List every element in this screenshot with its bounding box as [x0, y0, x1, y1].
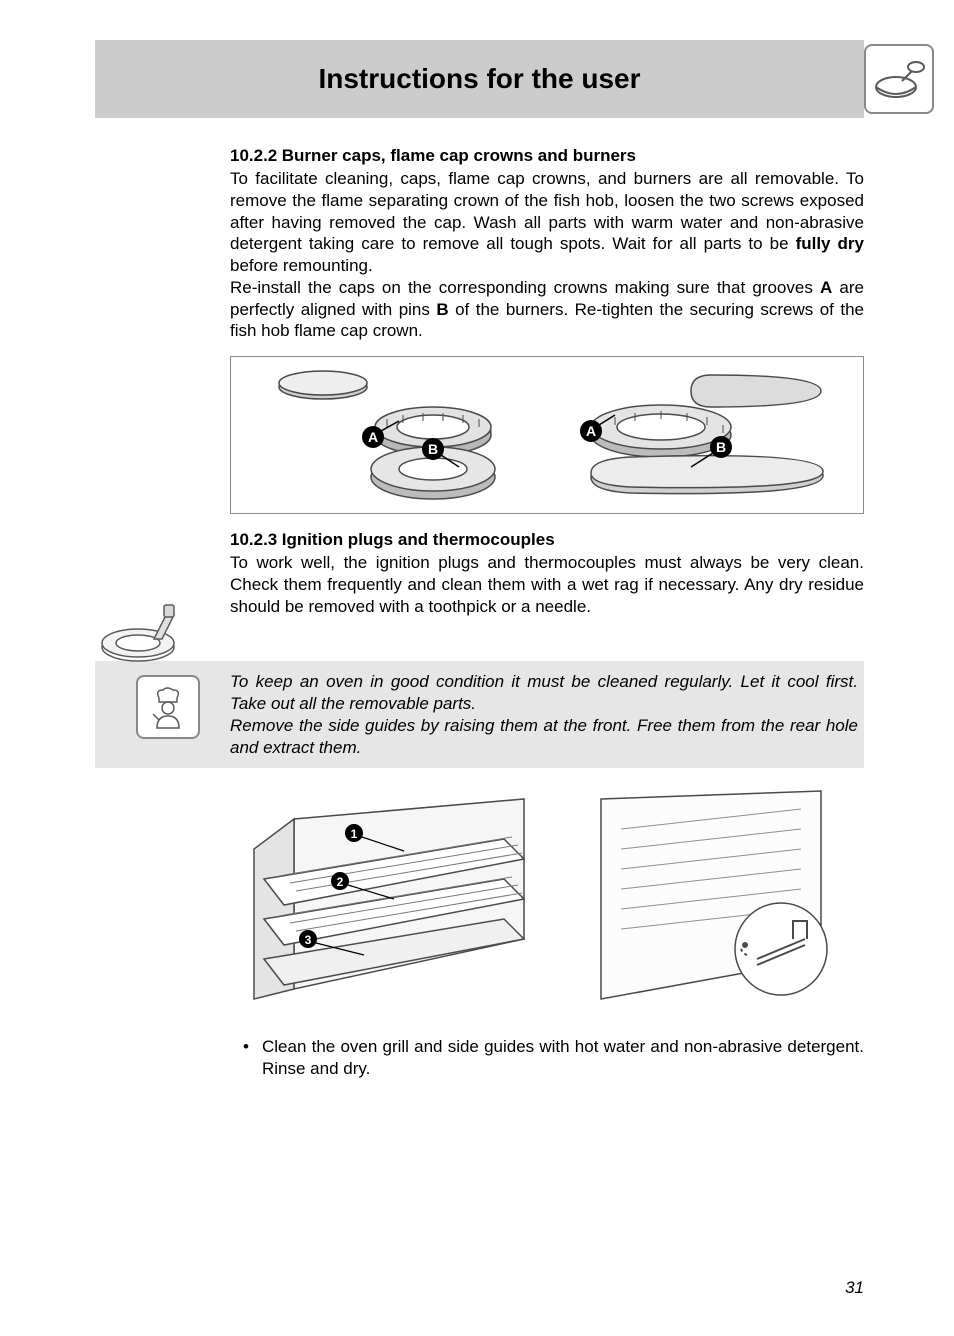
svg-text:A: A: [586, 423, 596, 439]
section-10-2-2: 10.2.2 Burner caps, flame cap crowns and…: [230, 146, 864, 514]
section-title: Ignition plugs and thermocouples: [282, 530, 555, 549]
oven-racks-illustration: 1 2 3: [230, 784, 537, 1014]
bullet-list: • Clean the oven grill and side guides w…: [230, 1036, 864, 1080]
list-item: • Clean the oven grill and side guides w…: [230, 1036, 864, 1080]
bold-text: A: [820, 278, 832, 297]
spoon-bowl-icon: [864, 44, 934, 114]
burner-diagram: A B: [230, 356, 864, 514]
side-guide-detail-illustration: [557, 784, 864, 1014]
section-10-2-3: 10.2.3 Ignition plugs and thermocouples …: [230, 530, 864, 617]
bold-text: fully dry: [796, 234, 864, 253]
header-bar: Instructions for the user: [95, 40, 864, 118]
section-body: To facilitate cleaning, caps, flame cap …: [230, 168, 864, 342]
tip-icon-cell: [95, 671, 230, 739]
page: Instructions for the user: [0, 0, 954, 1336]
section-number: 10.2.2: [230, 146, 277, 165]
svg-text:B: B: [716, 439, 726, 455]
svg-text:1: 1: [350, 827, 357, 841]
round-burner-illustration: A B: [263, 365, 523, 505]
bold-text: B: [436, 300, 448, 319]
tip-box: To keep an oven in good condition it mus…: [95, 661, 864, 768]
tip-text: To keep an oven in good condition it mus…: [230, 671, 864, 758]
svg-text:B: B: [428, 441, 438, 457]
page-title: Instructions for the user: [318, 63, 640, 95]
list-item-text: Clean the oven grill and side guides wit…: [262, 1036, 864, 1080]
bullet-dot: •: [230, 1036, 262, 1080]
text: To keep an oven in good condition it mus…: [230, 672, 858, 713]
section-title: Burner caps, flame cap crowns and burner…: [282, 146, 636, 165]
text: before remounting.: [230, 256, 373, 275]
section-body: To work well, the ignition plugs and the…: [230, 552, 864, 617]
svg-text:2: 2: [336, 875, 343, 889]
ignition-plug-illustration: [95, 590, 205, 670]
chef-icon: [136, 675, 200, 739]
oven-diagram-row: 1 2 3: [230, 784, 864, 1014]
fish-burner-illustration: A B: [571, 365, 831, 505]
text: Re-install the caps on the corresponding…: [230, 278, 820, 297]
svg-text:3: 3: [304, 933, 311, 947]
section-number: 10.2.3: [230, 530, 277, 549]
text: To facilitate cleaning, caps, flame cap …: [230, 169, 864, 253]
content-column: 10.2.2 Burner caps, flame cap crowns and…: [230, 146, 864, 1080]
text: Remove the side guides by raising them a…: [230, 716, 858, 757]
page-number: 31: [845, 1278, 864, 1298]
svg-text:A: A: [368, 429, 378, 445]
